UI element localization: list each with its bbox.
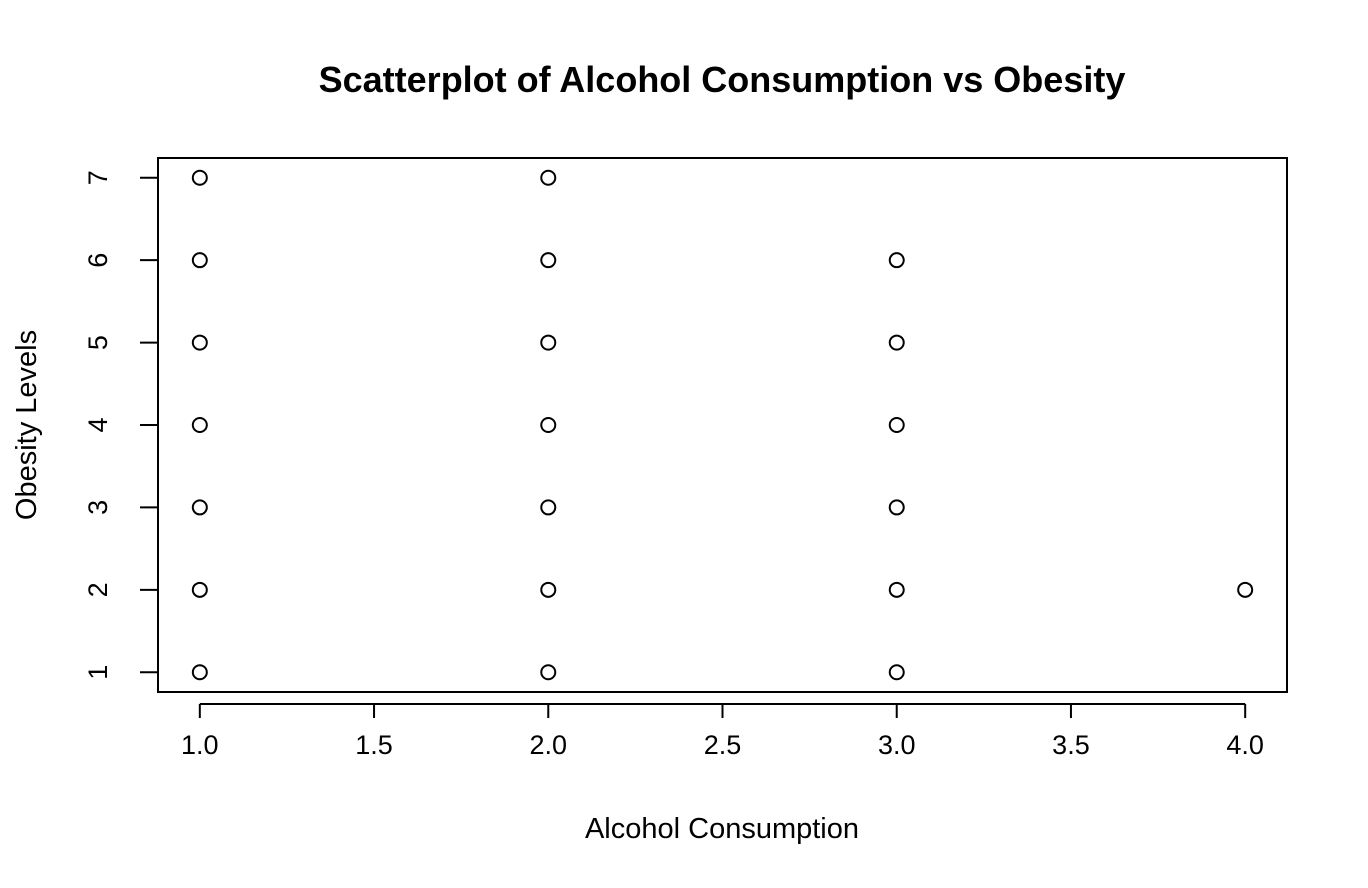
scatter-point [888,252,905,269]
scatter-point [540,664,557,681]
x-tick-label: 3.0 [878,730,916,760]
x-axis: 1.0 1.5 2.0 2.5 3.0 3.5 4.0 [181,703,1264,760]
scatter-point [540,252,557,269]
x-tick-label: 2.0 [529,730,567,760]
y-tick-label: 6 [83,253,113,268]
y-tick-label: 1 [83,665,113,680]
scatter-point [191,334,208,351]
x-tick-label: 2.5 [704,730,742,760]
y-tick-label: 7 [83,170,113,185]
scatter-point [540,334,557,351]
scatter-point [191,252,208,269]
y-axis: 1 2 3 4 5 6 7 [83,170,159,680]
scatter-point [540,499,557,516]
scatter-point [888,581,905,598]
data-points [191,169,1254,681]
x-tick-label: 1.5 [355,730,393,760]
x-tick-label: 1.0 [181,730,219,760]
chart-title: Scatterplot of Alcohol Consumption vs Ob… [319,59,1126,100]
y-tick-label: 4 [83,417,113,432]
scatter-point [888,499,905,516]
scatter-point [1237,581,1254,598]
scatter-point [191,581,208,598]
scatter-point [191,169,208,186]
y-tick-label: 3 [83,500,113,515]
scatter-point [888,417,905,433]
scatter-point [888,334,905,351]
plot-frame [157,157,1288,693]
y-axis-label: Obesity Levels [11,330,43,520]
y-tick-label: 5 [83,335,113,350]
x-axis-label: Alcohol Consumption [585,813,859,845]
scatter-point [540,581,557,598]
scatter-point [191,664,208,681]
scatter-point [191,499,208,516]
scatter-point [191,417,208,433]
scatter-point [888,664,905,681]
scatter-point [540,417,557,433]
y-tick-label: 2 [83,582,113,597]
x-tick-label: 3.5 [1052,730,1090,760]
scatter-point [540,169,557,186]
x-tick-label: 4.0 [1226,730,1264,760]
